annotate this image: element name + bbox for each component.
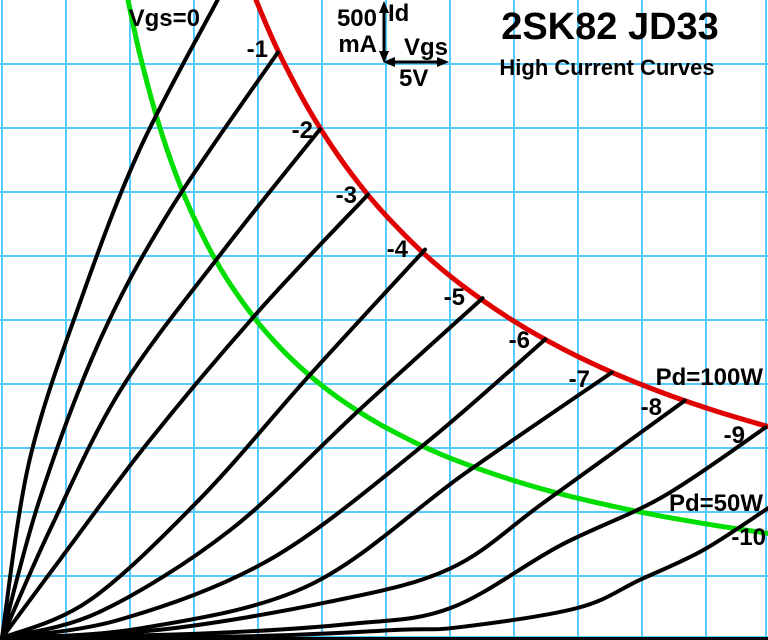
label-vgs-9: -9 — [724, 422, 745, 449]
curve-labels: Vgs=0 -1 -2 -3 -4 -5 -6 -7 -8 -9 -10 Pd=100W Pd=50W — [129, 5, 766, 551]
label-vgs-0: Vgs=0 — [129, 5, 200, 32]
y-scale-unit: mA — [338, 31, 377, 58]
label-vgs-10: -10 — [731, 524, 766, 551]
label-vgs-7: -7 — [569, 366, 590, 393]
y-axis-label: Id — [388, 0, 409, 27]
curve-vgs-6 — [0, 337, 548, 640]
label-pd-100w: Pd=100W — [656, 364, 764, 391]
curve-vgs-3 — [0, 192, 370, 640]
power-dissipation-curves — [125, 0, 768, 536]
curve-vgs-5 — [0, 296, 485, 640]
curve-vgs-4 — [0, 247, 427, 640]
x-scale-value: 5V — [399, 65, 428, 92]
label-vgs-3: -3 — [336, 182, 357, 209]
x-axis-label: Vgs — [404, 34, 448, 61]
curve-vgs-10 — [0, 506, 768, 640]
curve-vgs-1 — [0, 50, 280, 640]
y-scale-key: 500 mA Id — [337, 0, 409, 63]
chart-subtitle: High Current Curves — [499, 55, 714, 80]
id-arrow-icon — [379, 1, 389, 63]
label-vgs-1: -1 — [247, 36, 268, 63]
curve-vgs-8 — [0, 398, 687, 640]
y-scale-value: 500 — [337, 5, 377, 32]
label-pd-50w: Pd=50W — [669, 490, 763, 517]
vgs-arrow-icon — [383, 57, 449, 67]
label-vgs-2: -2 — [292, 117, 313, 144]
curve-vgs-2 — [0, 127, 322, 640]
label-vgs-6: -6 — [509, 327, 530, 354]
label-vgs-8: -8 — [641, 394, 662, 421]
chart-title: 2SK82 JD33 — [501, 6, 719, 48]
curve-vgs-9 — [0, 425, 768, 640]
x-scale-key: Vgs 5V — [383, 34, 449, 92]
curve-pd-50w — [125, 0, 768, 536]
curve-vgs-0 — [0, 0, 220, 640]
label-vgs-4: -4 — [387, 236, 409, 263]
label-vgs-5: -5 — [444, 284, 465, 311]
